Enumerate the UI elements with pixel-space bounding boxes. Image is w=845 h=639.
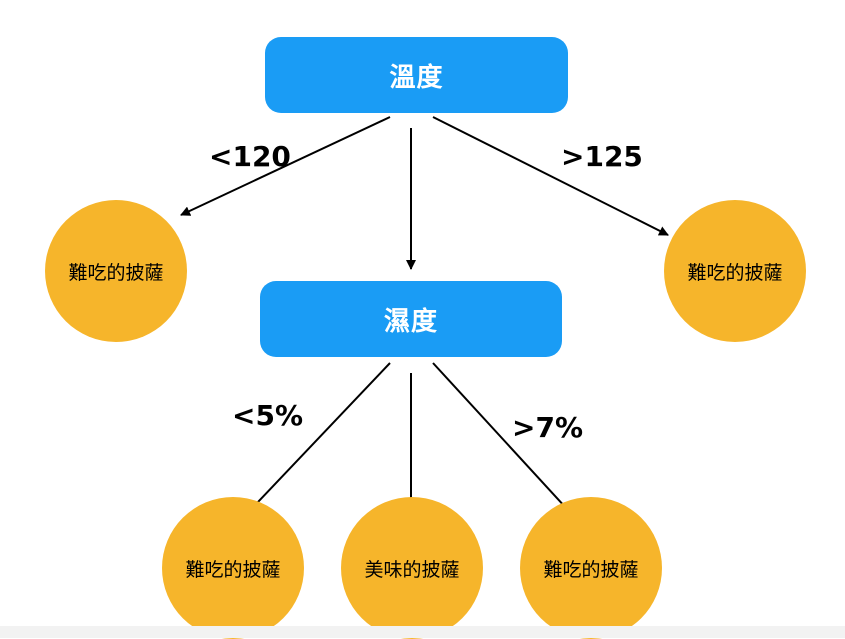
edge-label-humidity-low: <5% <box>232 399 303 432</box>
edge-label-temp-low: <120 <box>209 140 291 173</box>
arrow-temp-to-left-leaf <box>180 116 391 216</box>
bottom-strip <box>0 626 845 638</box>
arrow-humidity-to-bottom-left-leaf <box>237 362 391 524</box>
humidity-node: 濕度 <box>260 281 562 357</box>
leaf-right: 難吃的披薩 <box>664 200 806 342</box>
leaf-left-label: 難吃的披薩 <box>68 261 164 284</box>
leaf-bottom-right-label: 難吃的披薩 <box>543 558 639 581</box>
leaf-bottom-right: 難吃的披薩 <box>520 497 662 639</box>
leaf-bottom-left: 難吃的披薩 <box>162 497 304 639</box>
temperature-node: 溫度 <box>265 37 568 113</box>
temperature-node-label: 溫度 <box>389 62 444 93</box>
leaf-bottom-center: 美味的披薩 <box>341 497 483 639</box>
humidity-node-label: 濕度 <box>383 306 438 337</box>
leaf-right-label: 難吃的披薩 <box>687 261 783 284</box>
arrow-humidity-to-bottom-right-leaf <box>432 362 579 522</box>
leaf-bottom-left-label: 難吃的披薩 <box>185 558 281 581</box>
edge-label-humidity-high: >7% <box>512 411 583 444</box>
leaf-left: 難吃的披薩 <box>45 200 187 342</box>
leaf-bottom-center-label: 美味的披薩 <box>364 558 460 581</box>
edge-label-temp-high: >125 <box>561 140 643 173</box>
arrow-temp-to-right-leaf <box>432 116 669 236</box>
